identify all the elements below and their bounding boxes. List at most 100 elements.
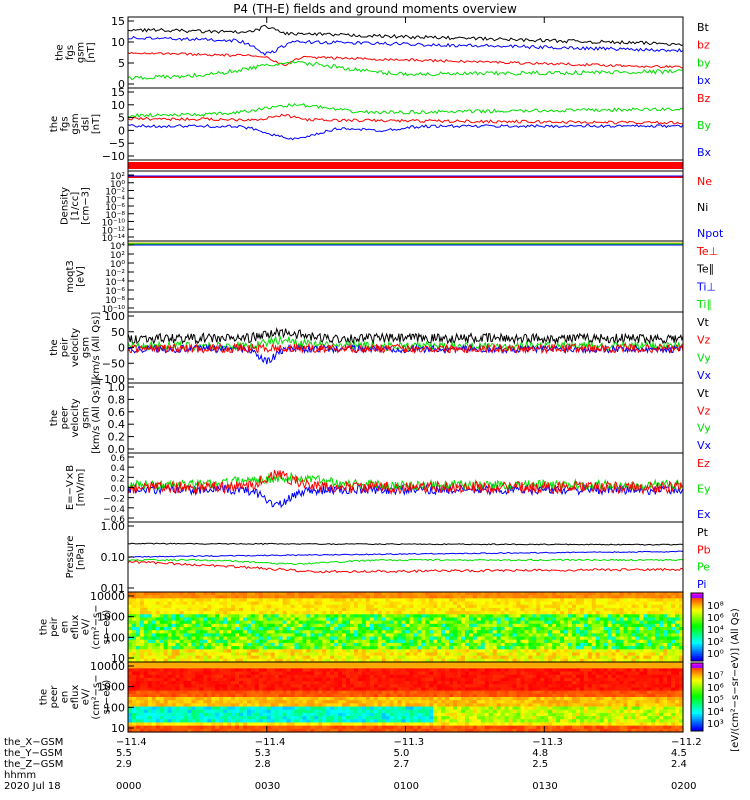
spectrogram-cell [179, 684, 185, 689]
spectrogram-cell [282, 719, 288, 724]
spectrogram-cell [163, 697, 169, 701]
spectrogram-cell [163, 722, 169, 727]
spectrogram-cell [326, 652, 331, 657]
spectrogram-cell [476, 601, 482, 606]
spectrogram-cell [128, 630, 133, 634]
spectrogram-cell [472, 652, 478, 657]
spectrogram-cell [227, 719, 232, 724]
spectrogram-cell [139, 598, 145, 603]
spectrogram-cell [373, 598, 379, 603]
spectrogram-cell [461, 700, 466, 704]
spectrogram-cell [611, 607, 617, 612]
spectrogram-cell [223, 665, 228, 669]
spectrogram-cell [239, 592, 244, 596]
spectrogram-cell [151, 693, 157, 698]
spectrogram-cell [516, 649, 522, 654]
spectrogram-cell [484, 611, 490, 615]
spectrogram-cell [639, 652, 644, 657]
spectrogram-cell [461, 627, 466, 631]
spectrogram-cell [595, 623, 601, 628]
spectrogram-cell [496, 639, 502, 644]
spectrogram-cell [413, 639, 418, 644]
spectrogram-cell [461, 617, 466, 622]
spectrogram-cell [405, 725, 411, 730]
spectrogram-cell [203, 716, 208, 720]
spectrogram-cell [167, 697, 173, 701]
spectrogram-cell [381, 716, 387, 720]
spectrogram-cell [560, 649, 565, 654]
spectrogram-cell [286, 642, 292, 647]
spectrogram-cell [643, 614, 648, 619]
spectrogram-cell [397, 652, 403, 657]
spectrogram-cell [393, 649, 399, 654]
spectrogram-cell [671, 607, 676, 612]
spectrogram-cell [361, 665, 367, 669]
spectrogram-cell [171, 614, 177, 619]
spectrogram-cell [286, 623, 292, 628]
spectrogram-cell [659, 620, 664, 625]
spectrogram-cell [353, 706, 359, 711]
spectrogram-cell [575, 611, 581, 615]
spectrogram-cell [453, 655, 458, 660]
spectrogram-cell [151, 677, 157, 682]
spectrogram-cell [159, 665, 165, 669]
spectrogram-cell [373, 709, 379, 714]
spectrogram-cell [353, 611, 359, 615]
spectrogram-cell [651, 623, 656, 628]
spectrogram-cell [401, 716, 407, 720]
spectrogram-cell [258, 604, 264, 609]
spectrogram-cell [405, 630, 411, 634]
spectrogram-cell [155, 722, 161, 727]
spectrogram-cell [461, 639, 466, 644]
spectrogram-cell [215, 697, 220, 701]
spectrogram-cell [147, 639, 153, 644]
spectrogram-cell [393, 617, 399, 622]
spectrogram-cell [568, 611, 573, 615]
spectrogram-cell [401, 665, 407, 669]
spectrogram-cell [385, 728, 391, 733]
spectrogram-cell [457, 687, 462, 692]
spectrogram-cell [405, 674, 411, 679]
spectrogram-cell [520, 636, 526, 641]
spectrogram-cell [524, 614, 529, 619]
spectrogram-cell [572, 598, 577, 603]
spectrogram-cell [155, 655, 161, 660]
spectrogram-cell [163, 655, 169, 660]
spectrogram-cell [587, 611, 593, 615]
spectrogram-cell [560, 639, 565, 644]
spectrogram-cell [290, 652, 296, 657]
spectrogram-cell [516, 614, 522, 619]
spectrogram-cell [369, 592, 375, 596]
spectrogram-cell [449, 614, 454, 619]
spectrogram-cell [591, 592, 597, 596]
spectrogram-cell [143, 620, 149, 625]
spectrogram-cell [278, 607, 284, 612]
spectrogram-cell [282, 639, 288, 644]
spectrogram-cell [211, 639, 216, 644]
spectrogram-cell [147, 604, 153, 609]
spectrogram-cell [409, 725, 415, 730]
spectrogram-cell [512, 601, 518, 606]
spectrogram-cell [441, 671, 446, 676]
spectrogram-cell [326, 614, 331, 619]
spectrogram-cell [298, 607, 304, 612]
spectrogram-cell [298, 687, 304, 692]
spectrogram-cell [350, 655, 355, 660]
spectrogram-cell [663, 601, 668, 606]
spectrogram-cell [389, 595, 395, 599]
spectrogram-cell [361, 598, 367, 603]
spectrogram-cell [445, 595, 450, 599]
spectrogram-cell [599, 611, 605, 615]
spectrogram-cell [274, 607, 280, 612]
spectrogram-cell [603, 636, 609, 641]
spectrogram-cell [350, 709, 355, 714]
spectrogram-cell [393, 668, 399, 673]
spectrogram-cell [385, 607, 391, 612]
spectrogram-cell [615, 636, 621, 641]
spectrogram-cell [365, 598, 371, 603]
spectrogram-cell [421, 604, 426, 609]
spectrogram-cell [579, 627, 585, 631]
spectrogram-cell [306, 604, 311, 609]
spectrogram-cell [310, 728, 315, 733]
spectrogram-cell [544, 623, 549, 628]
